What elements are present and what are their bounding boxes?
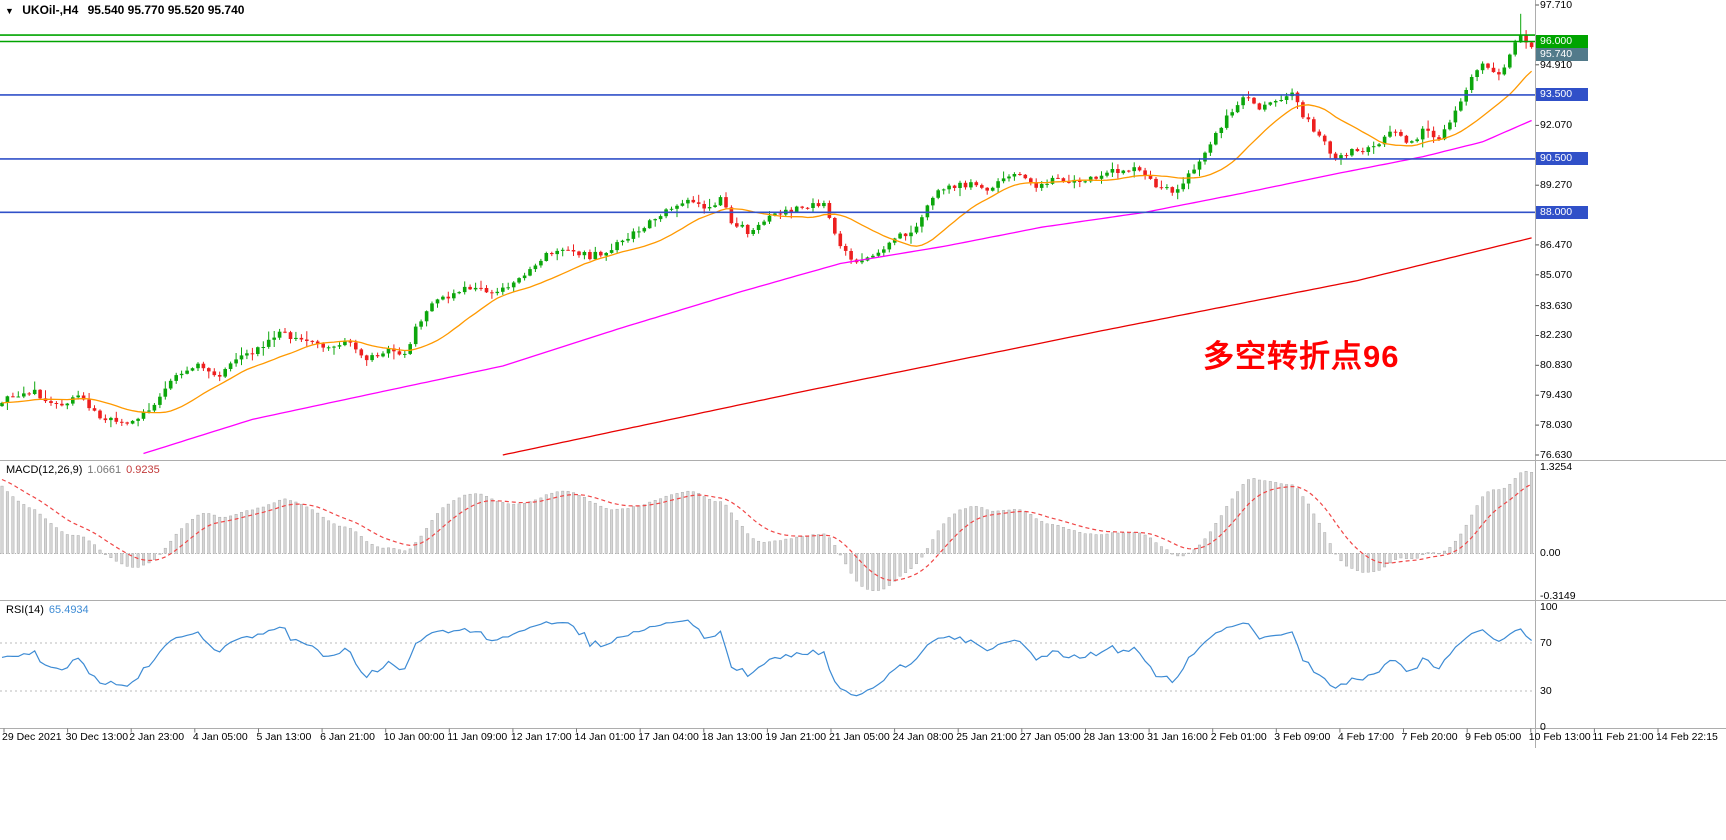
macd-label-text: MACD(12,26,9): [6, 464, 83, 476]
quote-ohlc: 95.540 95.770 95.520 95.740: [87, 3, 245, 17]
price-annotation: 多空转折点96: [1203, 339, 1400, 374]
rsi-label-text: RSI(14): [6, 604, 44, 616]
chart-canvas[interactable]: [0, 0, 1726, 752]
symbol-timeframe: UKOil-,H4: [22, 3, 79, 17]
rsi-indicator-label: RSI(14) 65.4934: [6, 604, 89, 616]
rsi-value: 65.4934: [48, 604, 89, 616]
chart-title: ▼ UKOil-,H4 95.540 95.770 95.520 95.740: [5, 3, 244, 17]
macd-signal-value: 0.9235: [126, 464, 160, 476]
chart-selector-icon[interactable]: ▼: [5, 6, 14, 16]
macd-indicator-label: MACD(12,26,9) 1.0661 0.9235: [6, 464, 160, 476]
macd-main-value: 1.0661: [87, 464, 122, 476]
